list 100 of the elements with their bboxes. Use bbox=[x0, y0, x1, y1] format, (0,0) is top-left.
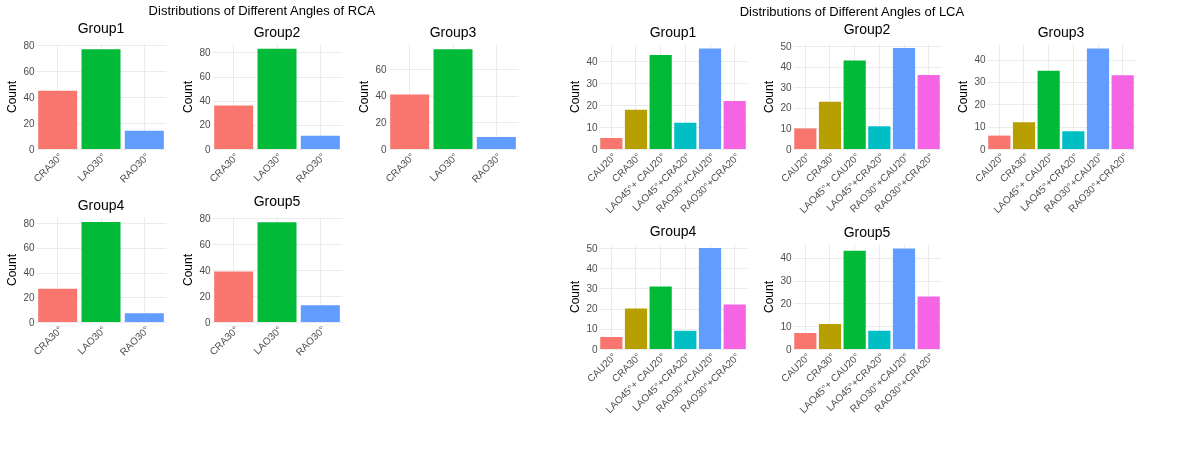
y-tick-label: 0 bbox=[591, 143, 598, 155]
bar bbox=[649, 286, 672, 349]
chart-title: Group2 bbox=[843, 21, 891, 38]
bar bbox=[476, 137, 516, 149]
y-tick-label: 0 bbox=[204, 316, 211, 328]
y-tick-label: 20 bbox=[974, 98, 986, 110]
y-tick-label: 20 bbox=[199, 119, 211, 131]
chart-title: Group4 bbox=[649, 223, 697, 240]
chart-title: Group3 bbox=[429, 24, 477, 40]
y-axis-title: Count bbox=[5, 253, 20, 287]
bar bbox=[1086, 48, 1110, 149]
y-tick-label: 0 bbox=[204, 143, 211, 155]
y-axis-title: Count bbox=[762, 80, 777, 114]
y-tick-label: 20 bbox=[199, 290, 211, 302]
y-tick-label: 40 bbox=[974, 54, 986, 66]
bar bbox=[723, 100, 746, 149]
bar bbox=[600, 336, 623, 349]
bar bbox=[917, 296, 940, 349]
y-axis-title: Count bbox=[568, 280, 583, 314]
bar bbox=[214, 271, 254, 322]
y-tick-label: 10 bbox=[974, 121, 986, 133]
y-axis-title: Count bbox=[5, 80, 20, 114]
chart-title: Group1 bbox=[77, 20, 125, 37]
bar bbox=[818, 101, 842, 149]
y-tick-label: 10 bbox=[780, 122, 792, 134]
y-tick-label: 20 bbox=[586, 99, 598, 111]
chart-title: Group5 bbox=[253, 193, 301, 210]
bar bbox=[81, 221, 121, 322]
y-tick-label: 50 bbox=[780, 40, 792, 52]
bar bbox=[843, 60, 866, 149]
y-tick-label: 0 bbox=[785, 143, 792, 155]
y-tick-label: 60 bbox=[199, 71, 211, 83]
bar bbox=[1111, 75, 1134, 149]
bar bbox=[433, 49, 473, 149]
bar bbox=[214, 105, 254, 149]
bar bbox=[988, 135, 1011, 149]
y-tick-label: 40 bbox=[199, 264, 211, 276]
bar bbox=[674, 330, 697, 349]
bar bbox=[818, 323, 842, 349]
y-tick-label: 60 bbox=[199, 238, 211, 250]
y-tick-label: 50 bbox=[586, 242, 598, 254]
chart-title: Group5 bbox=[843, 224, 891, 240]
y-tick-label: 20 bbox=[375, 116, 387, 128]
bar bbox=[868, 330, 891, 349]
y-tick-label: 80 bbox=[199, 212, 211, 224]
y-tick-label: 40 bbox=[780, 252, 792, 264]
bar bbox=[624, 308, 648, 349]
bar bbox=[257, 48, 297, 149]
y-tick-label: 0 bbox=[979, 143, 986, 155]
y-axis-title: Count bbox=[357, 80, 372, 114]
bar bbox=[723, 304, 746, 349]
y-axis-title: Count bbox=[181, 80, 196, 114]
y-tick-label: 20 bbox=[586, 303, 598, 315]
bar bbox=[892, 248, 916, 349]
bar bbox=[794, 333, 817, 349]
y-tick-label: 0 bbox=[785, 343, 792, 355]
text: Distributions of Different Angles of RCA bbox=[148, 3, 376, 19]
bar bbox=[81, 49, 121, 149]
y-tick-label: 30 bbox=[780, 275, 792, 287]
text: Distributions of Different Angles of LCA bbox=[739, 4, 965, 20]
chart-title: Group1 bbox=[649, 24, 697, 40]
y-tick-label: 60 bbox=[23, 242, 35, 254]
bar bbox=[1012, 122, 1036, 149]
y-tick-label: 0 bbox=[591, 343, 598, 355]
bar bbox=[300, 305, 340, 322]
bar bbox=[917, 74, 940, 149]
y-tick-label: 20 bbox=[780, 297, 792, 309]
bar bbox=[868, 126, 891, 149]
y-tick-label: 20 bbox=[780, 102, 792, 114]
y-axis-title: Count bbox=[568, 80, 583, 114]
bar bbox=[600, 138, 623, 149]
y-tick-label: 40 bbox=[586, 262, 598, 274]
y-tick-label: 60 bbox=[23, 65, 35, 77]
y-tick-label: 80 bbox=[23, 217, 35, 229]
y-tick-label: 40 bbox=[586, 56, 598, 67]
y-axis-title: Count bbox=[762, 280, 777, 314]
y-tick-label: 80 bbox=[199, 46, 211, 58]
y-tick-label: 10 bbox=[586, 121, 598, 133]
bar bbox=[1062, 131, 1085, 149]
bar bbox=[38, 90, 78, 149]
bar bbox=[257, 222, 297, 322]
bar bbox=[649, 54, 672, 149]
y-tick-label: 60 bbox=[375, 63, 387, 75]
y-axis-title: Count bbox=[956, 80, 971, 114]
y-tick-label: 0 bbox=[380, 143, 387, 155]
chart-title: Group2 bbox=[253, 24, 301, 40]
y-axis-title: Count bbox=[181, 253, 196, 287]
y-tick-label: 20 bbox=[23, 117, 35, 129]
y-tick-label: 0 bbox=[28, 143, 35, 155]
bar bbox=[1037, 70, 1060, 149]
y-tick-label: 10 bbox=[780, 320, 792, 332]
bar bbox=[698, 48, 722, 149]
bar bbox=[38, 288, 78, 322]
bar bbox=[794, 128, 817, 149]
bar bbox=[300, 135, 340, 149]
y-tick-label: 30 bbox=[974, 76, 986, 88]
bar bbox=[843, 250, 866, 349]
y-tick-label: 40 bbox=[23, 91, 35, 103]
y-tick-label: 10 bbox=[586, 323, 598, 335]
y-tick-label: 30 bbox=[780, 81, 792, 93]
